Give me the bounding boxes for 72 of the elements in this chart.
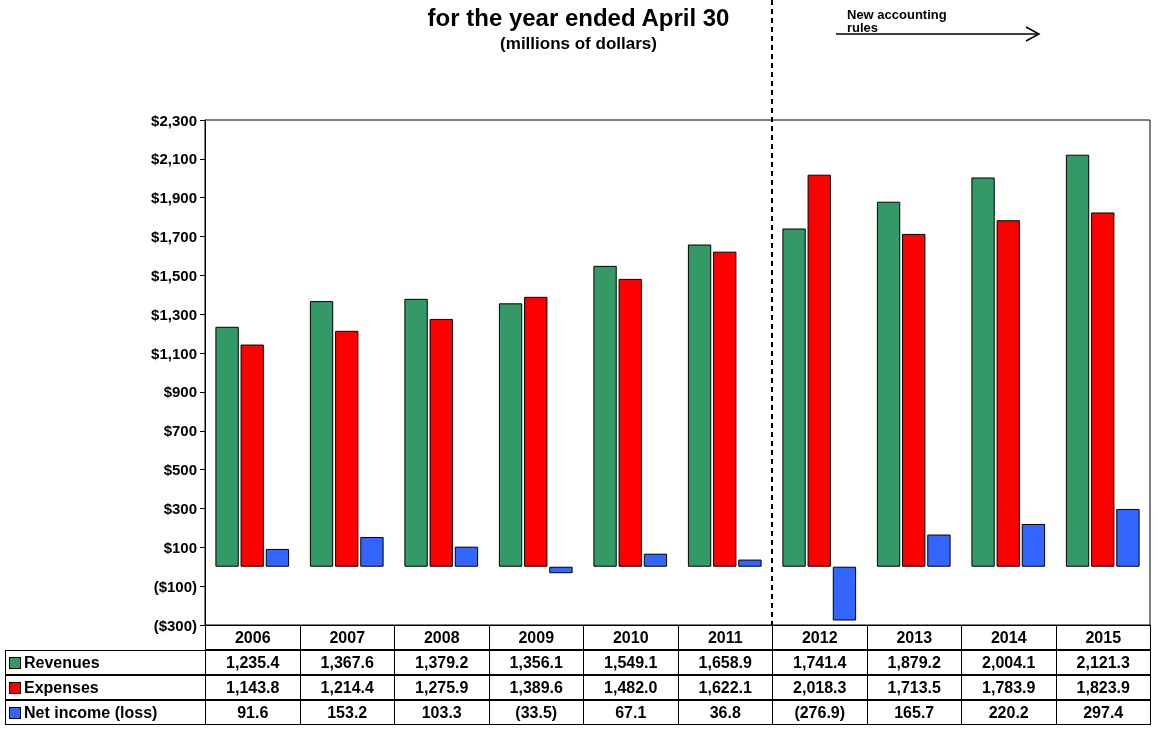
data-label: 1,741.4: [772, 650, 868, 675]
data-label: (33.5): [488, 700, 584, 725]
data-label: 1,367.6: [299, 650, 395, 675]
x-tick-label: 2015: [1055, 625, 1151, 650]
data-label: 36.8: [677, 700, 773, 725]
data-label: 1,783.9: [961, 675, 1057, 700]
bar: [309, 301, 334, 567]
y-tick-label: $1,900: [151, 189, 197, 207]
chart-subtitle: (millions of dollars): [500, 34, 657, 53]
data-label: 1,235.4: [205, 650, 301, 675]
bar: [498, 303, 523, 567]
data-label: 1,713.5: [866, 675, 962, 700]
data-label: 67.1: [583, 700, 679, 725]
x-tick-label: 2012: [772, 625, 868, 650]
data-label: 1,379.2: [394, 650, 490, 675]
data-label: 91.6: [205, 700, 301, 725]
legend-label: Expenses: [24, 678, 99, 697]
x-tick-label: 2007: [299, 625, 395, 650]
y-tick-label: ($300): [153, 616, 197, 634]
bar: [265, 548, 290, 567]
y-tick-label: $1,100: [151, 344, 197, 362]
bar: [524, 296, 548, 567]
y-tick-label: $700: [163, 422, 197, 440]
bar: [876, 201, 901, 567]
data-label: 1,389.6: [488, 675, 584, 700]
data-label: 1,214.4: [299, 675, 395, 700]
y-tick-label: $100: [163, 538, 197, 556]
bar: [549, 566, 573, 574]
y-tick-label: $2,100: [151, 150, 197, 168]
x-tick-label: 2009: [488, 625, 584, 650]
y-tick-label: $1,700: [151, 228, 197, 246]
data-label: 1,356.1: [488, 650, 584, 675]
data-label: 297.4: [1055, 700, 1151, 725]
x-tick-label: 2014: [961, 625, 1057, 650]
data-label: 220.2: [961, 700, 1057, 725]
data-label: 1,143.8: [205, 675, 301, 700]
bar: [832, 566, 857, 621]
text: New accounting rules: [847, 7, 951, 35]
data-label: 1,622.1: [677, 675, 773, 700]
data-label: 1,482.0: [583, 675, 679, 700]
bar: [454, 546, 479, 567]
bar: [1021, 523, 1046, 567]
data-label: 103.3: [394, 700, 490, 725]
data-label: 165.7: [866, 700, 962, 725]
data-label: 1,549.1: [583, 650, 679, 675]
bar: [687, 244, 712, 567]
x-tick-label: 2013: [866, 625, 962, 650]
x-tick-label: 2006: [205, 625, 301, 650]
data-label: 2,121.3: [1055, 650, 1151, 675]
bar: [643, 553, 668, 567]
x-tick-label: 2008: [394, 625, 490, 650]
y-tick-label: $900: [163, 383, 197, 401]
data-label: 2,018.3: [772, 675, 868, 700]
y-tick-label: $1,300: [151, 305, 197, 323]
data-label: 1,275.9: [394, 675, 490, 700]
data-label: 1,823.9: [1055, 675, 1151, 700]
data-label: 2,004.1: [961, 650, 1057, 675]
legend-label: Net income (loss): [24, 703, 158, 722]
data-label: (276.9): [772, 700, 868, 725]
data-label: 153.2: [299, 700, 395, 725]
y-tick-label: $1,500: [151, 266, 197, 284]
y-tick-label: ($100): [153, 577, 197, 595]
x-tick-label: 2010: [583, 625, 679, 650]
y-tick-label: $2,300: [151, 111, 197, 129]
x-tick-label: 2011: [677, 625, 773, 650]
chart-title: for the year ended April 30: [427, 3, 730, 31]
bar: [1065, 154, 1090, 567]
y-tick-label: $500: [163, 461, 197, 479]
data-label: 1,879.2: [866, 650, 962, 675]
data-label: 1,658.9: [677, 650, 773, 675]
y-tick-label: $300: [163, 499, 197, 517]
legend-label: Revenues: [24, 653, 100, 672]
